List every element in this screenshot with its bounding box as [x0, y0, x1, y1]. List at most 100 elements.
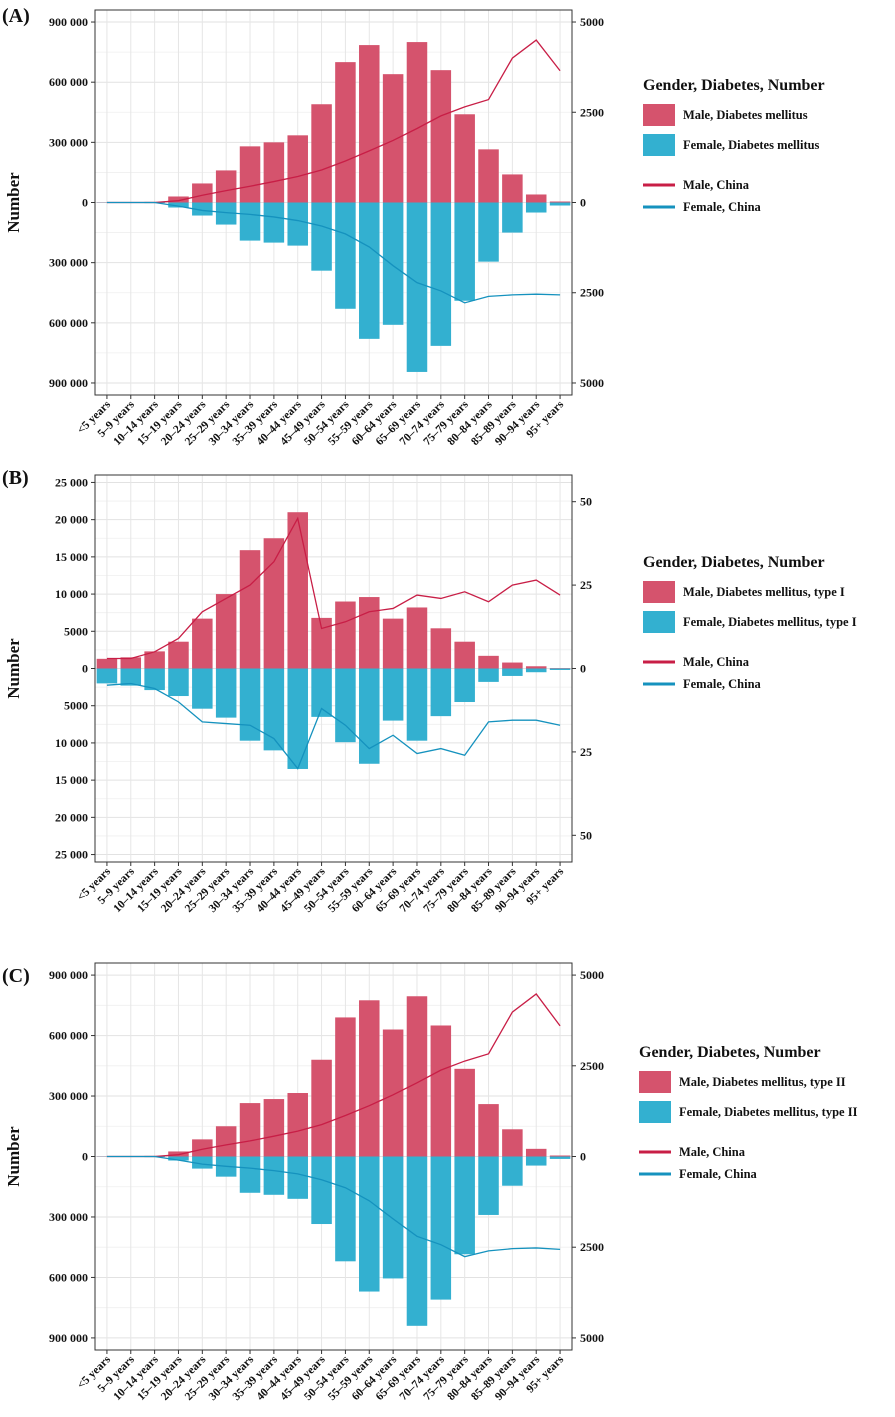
bar-female — [478, 1156, 499, 1215]
bar-female — [382, 202, 404, 325]
bar-male — [382, 1029, 404, 1157]
bar-female — [406, 202, 428, 372]
panel-label: (C) — [2, 965, 30, 987]
bar-male — [502, 1129, 523, 1157]
ytick-left-label: 600 000 — [49, 75, 88, 89]
ytick-left-label: 300 000 — [49, 1089, 88, 1103]
bar-female — [382, 668, 404, 721]
y-axis-title: Number — [4, 1126, 23, 1187]
ytick-left-label: 900 000 — [49, 376, 88, 390]
bar-female — [454, 202, 475, 301]
bar-female — [359, 1156, 380, 1292]
bar-male — [478, 655, 499, 669]
bar-female — [382, 1156, 404, 1279]
bar-female — [168, 1156, 189, 1161]
bar-male — [311, 1059, 332, 1157]
bar-female — [239, 668, 261, 741]
bar-female — [430, 668, 452, 717]
bar-male — [192, 1139, 213, 1157]
ytick-right-label: 2500 — [580, 286, 604, 300]
bar-female — [406, 668, 428, 741]
legend-title: Gender, Diabetes, Number — [643, 77, 825, 94]
bar-male — [359, 45, 380, 203]
ytick-left-label: 20 000 — [55, 810, 88, 824]
bar-female — [311, 668, 332, 717]
chart-panel-c: 900 000 600 000 300 000 0 300 000 600 000 900 … — [2, 962, 858, 1403]
bar-male — [549, 1155, 571, 1157]
bar-female — [263, 1156, 285, 1195]
bar-female — [287, 668, 308, 769]
bar-male — [120, 657, 142, 669]
bar-female — [549, 1156, 571, 1159]
ytick-left-label: 15 000 — [55, 550, 88, 564]
legend-key-female-bar — [643, 134, 675, 156]
ytick-left-label: 900 000 — [49, 1331, 88, 1345]
ytick-left-label: 300 000 — [49, 256, 88, 270]
bar-male — [382, 618, 404, 669]
legend-key-female-bar — [639, 1101, 671, 1123]
legend-label-female-line: Female, China — [679, 1167, 758, 1181]
legend-label-female-bar: Female, Diabetes mellitus, type II — [679, 1105, 858, 1119]
ytick-right-label: 5000 — [580, 376, 604, 390]
bar-female — [311, 1156, 332, 1225]
legend-label-female-bar: Female, Diabetes mellitus, type I — [683, 615, 857, 629]
legend: Gender, Diabetes, Number Male, Diabetes m… — [643, 77, 825, 214]
bar-male — [454, 1068, 475, 1157]
bar-female — [406, 1156, 428, 1326]
bar-male — [263, 1099, 285, 1157]
legend-label-female-bar: Female, Diabetes mellitus — [683, 138, 820, 152]
legend-key-male-bar — [643, 104, 675, 126]
bar-male — [287, 512, 308, 669]
bar-female — [335, 202, 356, 309]
bar-female — [549, 668, 571, 670]
ytick-right-label: 2500 — [580, 105, 604, 119]
bar-female — [359, 668, 380, 764]
bar-female — [120, 668, 142, 686]
bar-female — [335, 668, 356, 743]
bar-female — [239, 202, 261, 241]
ytick-left-label: 15 000 — [55, 773, 88, 787]
ytick-right-label: 25 — [580, 745, 592, 759]
bar-female — [287, 1156, 308, 1199]
bar-male — [454, 114, 475, 203]
bar-male — [239, 146, 261, 203]
bar-male — [406, 42, 428, 203]
line-male-china — [106, 993, 561, 1158]
bar-male — [239, 550, 261, 669]
bar-male — [311, 617, 332, 669]
ytick-left-label: 5000 — [64, 699, 88, 713]
bar-male — [430, 628, 452, 669]
bar-female — [454, 668, 475, 702]
bar-female — [335, 1156, 356, 1262]
bar-female — [549, 202, 571, 206]
bar-female — [192, 1156, 213, 1169]
chart-panel-a: 900 000 600 000 300 000 0 300 000 600 000 900 … — [2, 5, 825, 448]
legend-key-male-bar — [639, 1071, 671, 1093]
bar-male — [192, 618, 213, 669]
bar-male — [335, 601, 356, 669]
y-axis-title: Number — [4, 638, 23, 699]
bar-male — [168, 641, 189, 669]
legend-key-male-bar — [643, 581, 675, 603]
legend-label-male-bar: Male, Diabetes mellitus — [683, 108, 808, 122]
line-female-china — [106, 682, 561, 770]
ytick-left-label: 0 — [82, 196, 88, 210]
bar-male — [525, 1148, 547, 1157]
legend-label-male-bar: Male, Diabetes mellitus, type I — [683, 585, 845, 599]
bar-female — [525, 668, 547, 673]
bar-female — [454, 1156, 475, 1255]
ytick-left-label: 25 000 — [55, 848, 88, 862]
ytick-left-label: 0 — [82, 1150, 88, 1164]
ytick-right-label: 50 — [580, 495, 592, 509]
bar-female — [192, 668, 213, 709]
bar-female — [215, 202, 237, 225]
bar-male — [335, 1017, 356, 1157]
ytick-left-label: 10 000 — [55, 736, 88, 750]
ytick-right-label: 0 — [580, 196, 586, 210]
legend-title: Gender, Diabetes, Number — [643, 554, 825, 571]
ytick-left-label: 600 000 — [49, 1029, 88, 1043]
ytick-left-label: 900 000 — [49, 968, 88, 982]
ytick-right-label: 50 — [580, 828, 592, 842]
ytick-right-label: 25 — [580, 578, 592, 592]
